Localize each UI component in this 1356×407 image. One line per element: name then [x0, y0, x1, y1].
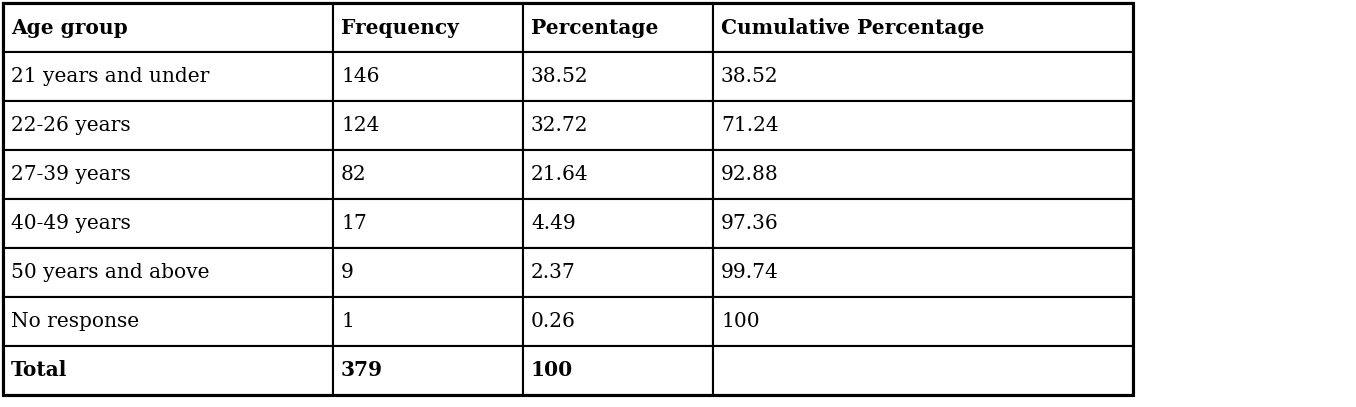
Text: 22-26 years: 22-26 years — [11, 116, 130, 135]
Bar — [523, 3, 713, 52]
Text: Age group: Age group — [11, 18, 127, 37]
Bar — [334, 346, 523, 395]
Text: 100: 100 — [721, 312, 759, 331]
Text: 9: 9 — [340, 263, 354, 282]
Text: 1: 1 — [340, 312, 354, 331]
Text: 21 years and under: 21 years and under — [11, 67, 209, 86]
Text: 99.74: 99.74 — [721, 263, 778, 282]
Text: 21.64: 21.64 — [532, 165, 589, 184]
Bar — [3, 297, 334, 346]
Text: Cumulative Percentage: Cumulative Percentage — [721, 18, 984, 37]
Text: 38.52: 38.52 — [532, 67, 589, 86]
Bar — [713, 101, 1134, 150]
Text: 40-49 years: 40-49 years — [11, 214, 130, 233]
Text: 38.52: 38.52 — [721, 67, 778, 86]
Bar — [713, 248, 1134, 297]
Bar — [523, 248, 713, 297]
Text: No response: No response — [11, 312, 140, 331]
Bar — [713, 3, 1134, 52]
Bar — [523, 150, 713, 199]
Bar — [3, 150, 334, 199]
Text: 32.72: 32.72 — [532, 116, 589, 135]
Text: Total: Total — [11, 361, 68, 381]
Bar — [334, 101, 523, 150]
Text: Frequency: Frequency — [340, 18, 458, 37]
Bar — [334, 150, 523, 199]
Text: 100: 100 — [532, 361, 574, 381]
Bar — [523, 101, 713, 150]
Bar — [3, 101, 334, 150]
Text: 71.24: 71.24 — [721, 116, 778, 135]
Bar — [3, 346, 334, 395]
Bar — [334, 52, 523, 101]
Bar — [523, 199, 713, 248]
Bar — [713, 52, 1134, 101]
Bar — [3, 248, 334, 297]
Text: 379: 379 — [340, 361, 382, 381]
Text: 4.49: 4.49 — [532, 214, 576, 233]
Text: 82: 82 — [340, 165, 366, 184]
Bar — [523, 297, 713, 346]
Bar — [713, 297, 1134, 346]
Text: 17: 17 — [340, 214, 366, 233]
Bar — [334, 199, 523, 248]
Text: 0.26: 0.26 — [532, 312, 576, 331]
Text: 2.37: 2.37 — [532, 263, 576, 282]
Text: 92.88: 92.88 — [721, 165, 778, 184]
Text: 97.36: 97.36 — [721, 214, 778, 233]
Text: 124: 124 — [340, 116, 380, 135]
Bar — [523, 52, 713, 101]
Bar — [3, 3, 334, 52]
Bar — [523, 346, 713, 395]
Bar — [334, 3, 523, 52]
Bar — [334, 248, 523, 297]
Text: 27-39 years: 27-39 years — [11, 165, 130, 184]
Bar — [713, 150, 1134, 199]
Bar — [3, 3, 1134, 395]
Bar — [3, 199, 334, 248]
Bar — [713, 199, 1134, 248]
Text: 50 years and above: 50 years and above — [11, 263, 209, 282]
Text: Percentage: Percentage — [532, 18, 659, 37]
Bar — [3, 52, 334, 101]
Bar — [713, 346, 1134, 395]
Bar — [334, 297, 523, 346]
Text: 146: 146 — [340, 67, 380, 86]
